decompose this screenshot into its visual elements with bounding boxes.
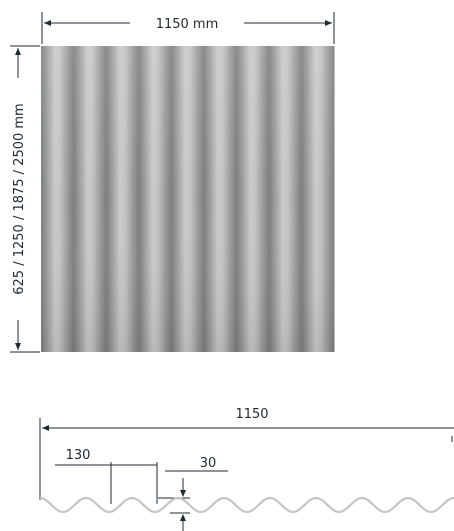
profile-arrow-left (42, 425, 49, 431)
width-dimension: 1150 mm (41, 12, 335, 44)
width-arrow-right (325, 20, 332, 26)
width-arrow-left (44, 20, 51, 26)
depth-arrow-bottom (180, 514, 186, 521)
sheet-length-label: 625 / 1250 / 1875 / 2500 mm (12, 103, 27, 294)
depth-arrow-top (180, 490, 186, 497)
length-dimension: 625 / 1250 / 1875 / 2500 mm (10, 45, 40, 353)
pitch-dimension: 130 (55, 448, 158, 504)
sheet-width-label: 1150 mm (156, 17, 219, 32)
length-arrow-bottom (15, 343, 21, 350)
profile-width-label: 1150 (235, 407, 268, 422)
pitch-label: 130 (66, 448, 91, 463)
length-arrow-top (15, 48, 21, 55)
corrugation-profile-curve (39, 496, 454, 514)
corrugated-sheet-face (41, 46, 335, 352)
profile-overall-width-dimension: 1150 (39, 407, 454, 500)
depth-label: 30 (200, 456, 217, 471)
sheet-shading (41, 46, 334, 352)
depth-dimension: 30 (158, 456, 228, 531)
